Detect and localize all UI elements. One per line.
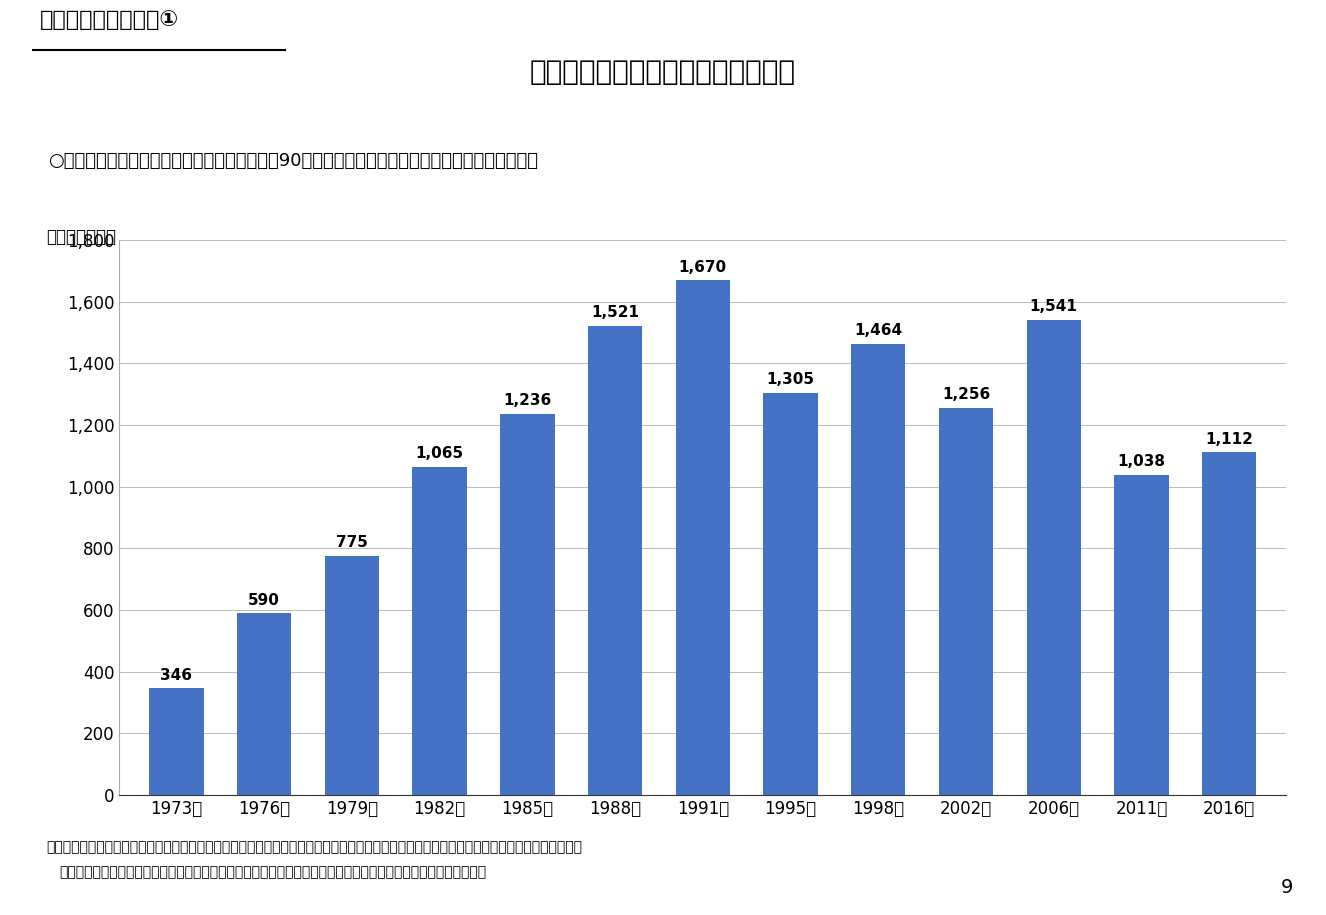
Bar — [1026, 320, 1081, 795]
Bar — [1201, 452, 1257, 795]
Bar — [412, 467, 467, 795]
Text: （出典）労働省「労働者福祉施設制度等調査報告」、「賃金労働時間制度等総合調査報告」、厚生労働省「就労条件総合調査報告」より作成。: （出典）労働省「労働者福祉施設制度等調査報告」、「賃金労働時間制度等総合調査報告… — [46, 840, 582, 854]
Text: 775: 775 — [335, 535, 367, 551]
Text: （円／人・月）: （円／人・月） — [46, 228, 117, 246]
Text: 346: 346 — [160, 668, 192, 683]
Text: 1,112: 1,112 — [1205, 432, 1253, 447]
Bar — [764, 393, 818, 795]
Text: 9: 9 — [1281, 877, 1293, 897]
Bar — [237, 613, 292, 795]
Text: 1,521: 1,521 — [591, 306, 639, 320]
Bar — [939, 408, 993, 795]
Text: 1,065: 1,065 — [415, 447, 464, 461]
Bar — [587, 326, 642, 795]
Bar — [1114, 475, 1168, 795]
Bar — [851, 344, 906, 795]
Bar — [325, 556, 379, 795]
Text: 民間企業における教育訓練費の推移: 民間企業における教育訓練費の推移 — [530, 58, 796, 86]
Text: 1,541: 1,541 — [1030, 299, 1078, 315]
Text: （注）労働者の教育訓練施設に関する費用、訓練指導員に対する手当や謝金、委託訓練に要する費用等の合計額。: （注）労働者の教育訓練施設に関する費用、訓練指導員に対する手当や謝金、委託訓練に… — [60, 865, 487, 879]
Bar — [149, 688, 204, 795]
Bar — [675, 280, 731, 795]
Text: 1,305: 1,305 — [766, 372, 814, 387]
Text: 1,670: 1,670 — [679, 260, 727, 274]
Text: 1,256: 1,256 — [941, 387, 991, 403]
Text: 1,236: 1,236 — [503, 393, 552, 408]
Bar — [500, 414, 554, 795]
Text: 1,038: 1,038 — [1118, 455, 1166, 469]
Text: ○民間企業における１人当たり教育訓練費は、90年代以降漸減傾向。人的資本の蓄積に不安あり。: ○民間企業における１人当たり教育訓練費は、90年代以降漸減傾向。人的資本の蓄積に… — [48, 152, 538, 170]
Text: ３．リカレント教育①: ３．リカレント教育① — [40, 10, 179, 30]
Text: 590: 590 — [248, 593, 280, 608]
Text: 1,464: 1,464 — [854, 323, 902, 338]
